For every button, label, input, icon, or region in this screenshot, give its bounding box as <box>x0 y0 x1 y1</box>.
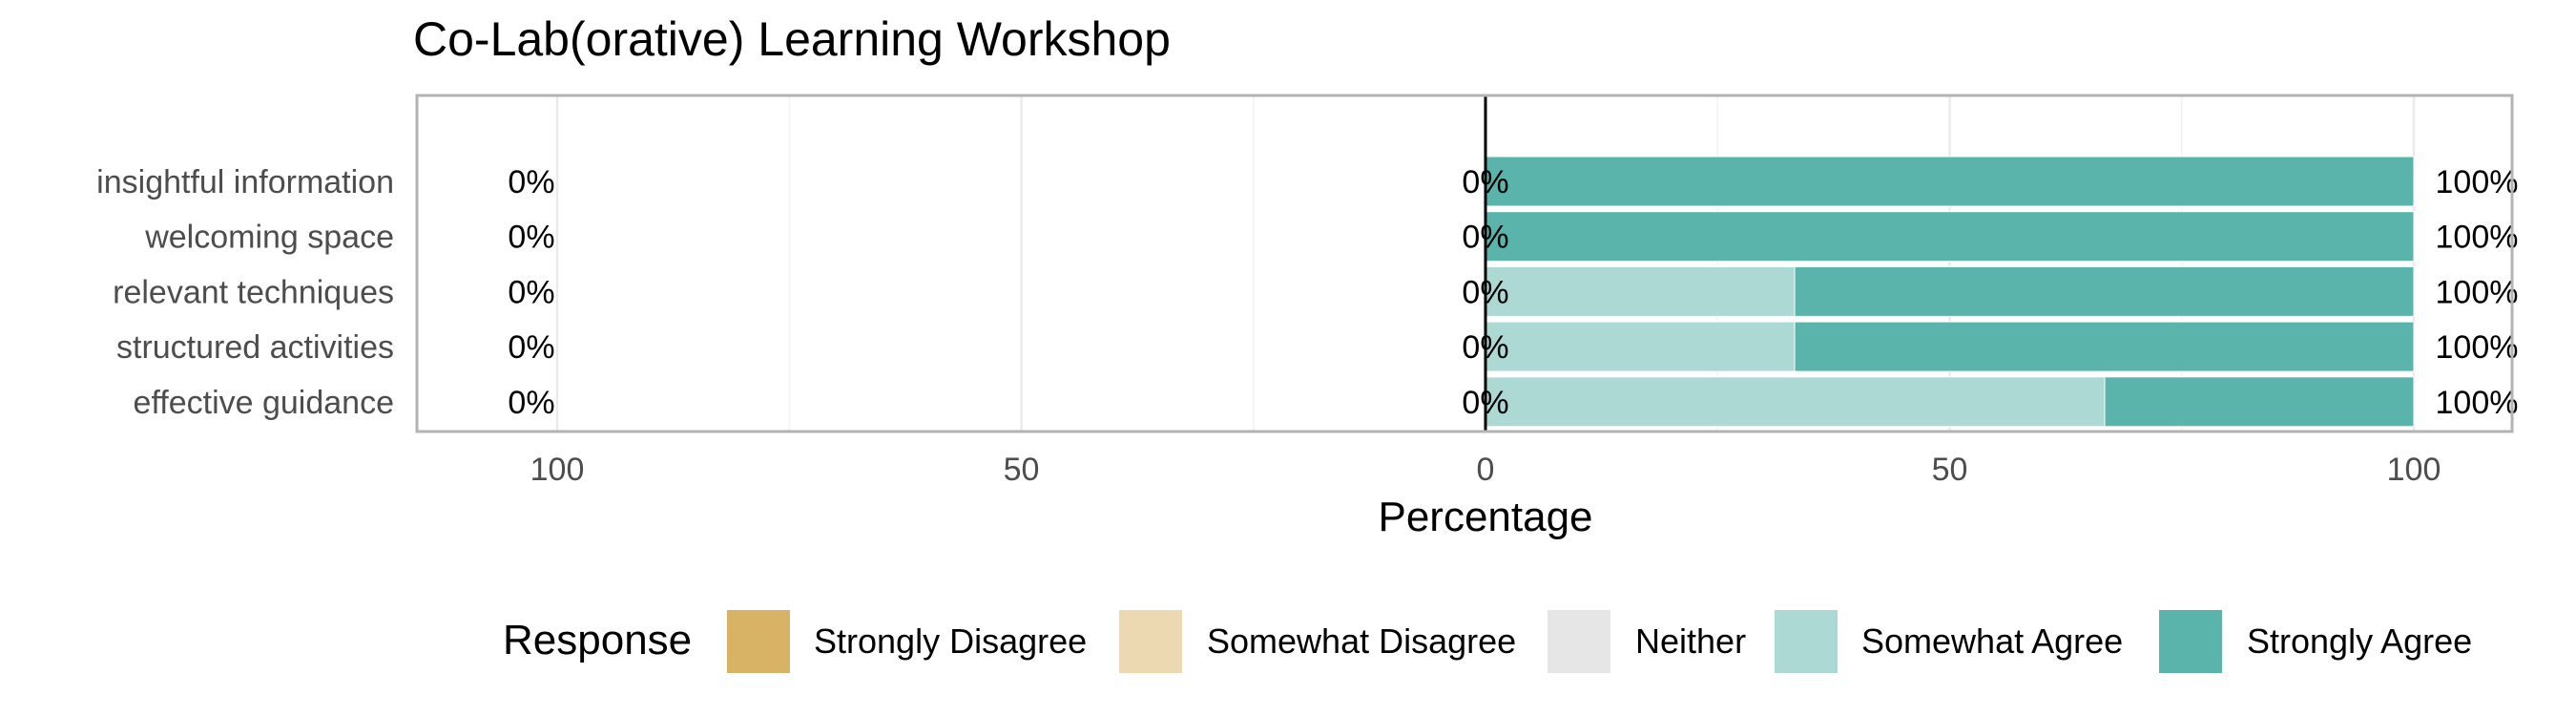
annotation-right: 100% <box>2436 220 2519 256</box>
annotation-right: 100% <box>2436 164 2519 200</box>
y-tick-label: relevant techniques <box>113 274 394 310</box>
bar-somewhat-agree <box>1485 376 2106 428</box>
legend-key-somewhat-agree <box>1773 608 1839 675</box>
legend-label: Neither <box>1635 621 1746 661</box>
annotation-left: 0% <box>508 164 554 200</box>
bar-strongly-agree <box>1794 265 2415 317</box>
x-tick-label: 100 <box>530 452 585 488</box>
bar-strongly-agree <box>1794 321 2415 372</box>
x-tick-label: 50 <box>1004 452 1040 488</box>
legend-label: Somewhat Disagree <box>1207 621 1516 661</box>
y-tick-label: structured activities <box>116 329 394 366</box>
legend-label: Strongly Disagree <box>814 621 1087 661</box>
legend-key-somewhat-disagree <box>1117 608 1184 675</box>
legend-key-neither <box>1546 608 1612 675</box>
x-tick-label: 0 <box>1477 452 1495 488</box>
annotation-left: 0% <box>508 329 554 366</box>
plot-area: insightful information 0% 0% 100% welcoming … <box>96 94 2519 488</box>
legend-label: Strongly Agree <box>2247 621 2472 661</box>
x-axis-label: Percentage <box>1378 494 1592 540</box>
bar-somewhat-agree <box>1485 265 1796 317</box>
panel-border <box>415 94 2514 433</box>
annotation-left: 0% <box>508 385 554 421</box>
legend-label: Somewhat Agree <box>1861 621 2123 661</box>
y-tick-label: insightful information <box>96 164 394 200</box>
plot-background <box>417 95 2512 432</box>
y-tick-label: welcoming space <box>144 220 394 256</box>
annotation-right: 100% <box>2436 274 2519 310</box>
x-tick-label: 100 <box>2387 452 2441 488</box>
bar-strongly-agree <box>1485 156 2415 207</box>
legend-key-strongly-agree <box>2157 608 2224 675</box>
chart-title: Co-Lab(orative) Learning Workshop <box>413 12 1171 66</box>
legend-title: Response <box>503 617 692 663</box>
bar-strongly-agree <box>1485 211 2415 263</box>
annotation-left: 0% <box>508 220 554 256</box>
y-tick-label: effective guidance <box>134 385 394 421</box>
legend-key-strongly-disagree <box>725 608 792 675</box>
x-tick-label: 50 <box>1932 452 1968 488</box>
legend: Response Strongly Disagree Somewhat Disag… <box>503 608 2472 675</box>
annotation-right: 100% <box>2436 329 2519 366</box>
annotation-right: 100% <box>2436 385 2519 421</box>
bar-somewhat-agree <box>1485 321 1796 372</box>
annotation-left: 0% <box>508 274 554 310</box>
bar-strongly-agree <box>2104 376 2415 428</box>
